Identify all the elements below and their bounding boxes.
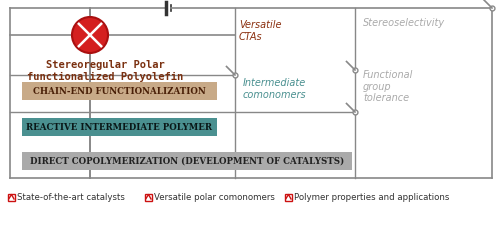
Bar	[22, 82, 217, 100]
Bar	[22, 118, 217, 136]
Bar	[22, 152, 352, 170]
Text: Stereoregular Polar
functionalized Polyolefin: Stereoregular Polar functionalized Polyo…	[27, 60, 183, 82]
Bar	[8, 193, 15, 200]
Text: Stereoselectivity: Stereoselectivity	[363, 18, 445, 28]
Text: Functional
group
tolerance: Functional group tolerance	[363, 70, 414, 103]
Bar	[145, 193, 152, 200]
Text: REACTIVE INTERMEDIATE POLYMER: REACTIVE INTERMEDIATE POLYMER	[26, 123, 212, 131]
Bar	[285, 193, 292, 200]
Text: Intermediate
comonomers: Intermediate comonomers	[243, 78, 306, 100]
Text: DIRECT COPOLYMERIZATION (DEVELOPMENT OF CATALYSTS): DIRECT COPOLYMERIZATION (DEVELOPMENT OF …	[30, 156, 344, 165]
Text: Polymer properties and applications: Polymer properties and applications	[294, 192, 450, 202]
Text: Versatile
CTAs: Versatile CTAs	[239, 20, 282, 42]
Circle shape	[72, 17, 108, 53]
Text: Versatile polar comonomers: Versatile polar comonomers	[154, 192, 275, 202]
Text: CHAIN-END FUNCTIONALIZATION: CHAIN-END FUNCTIONALIZATION	[33, 86, 206, 96]
Text: State-of-the-art catalysts: State-of-the-art catalysts	[17, 192, 125, 202]
